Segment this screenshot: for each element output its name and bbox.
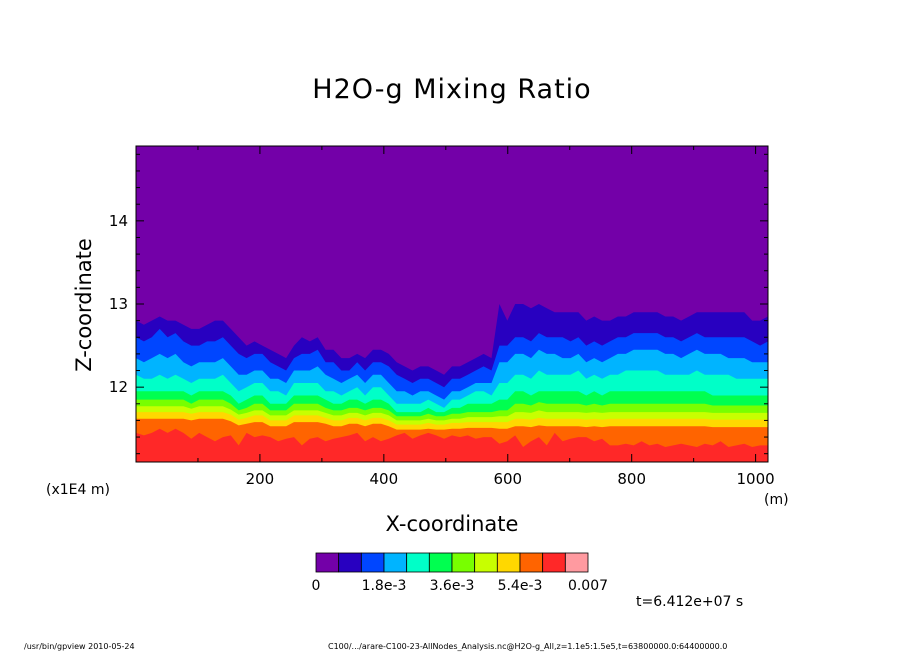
x-axis-label: X-coordinate [385, 512, 519, 536]
x-tick-label: 200 [246, 470, 275, 488]
colorbar-swatch [451, 552, 476, 573]
colorbar-label: 3.6e-3 [430, 578, 475, 594]
x-tick-label: 600 [493, 470, 522, 488]
chart-title: H2O-g Mixing Ratio [312, 74, 592, 105]
x-axis-unit: (m) [764, 492, 789, 508]
colorbar-label: 0.007 [568, 578, 608, 594]
colorbar-swatch [474, 552, 498, 573]
colorbar-swatch [428, 552, 453, 573]
y-axis-unit: (x1E4 m) [46, 482, 110, 498]
footer-data-source: C100/.../arare-C100-23-AllNodes_Analysis… [328, 642, 728, 651]
colorbar-swatch [564, 552, 589, 573]
y-axis-label: Z-coordinate [72, 238, 96, 372]
colorbar-swatch [315, 552, 340, 573]
colorbar-swatch [542, 552, 566, 573]
footer-program-date: /usr/bin/gpview 2010-05-24 [24, 642, 135, 651]
colorbar: 0 1.8e-3 3.6e-3 5.4e-3 0.007 [312, 552, 608, 594]
y-tick-label: 13 [109, 295, 128, 313]
colorbar-label: 0 [312, 578, 321, 594]
contour-band-10 [136, 428, 768, 462]
colorbar-swatch [496, 552, 521, 573]
plot-area [136, 146, 768, 462]
y-tick-label: 12 [109, 378, 128, 396]
colorbar-swatch [519, 552, 544, 573]
colorbar-swatch [338, 552, 362, 573]
axes: 200 400 600 800 1000 12 13 14 [109, 145, 775, 488]
colorbar-label: 5.4e-3 [498, 578, 543, 594]
colorbar-swatch [360, 552, 385, 573]
x-tick-label: 800 [617, 470, 646, 488]
colorbar-label: 1.8e-3 [362, 578, 407, 594]
x-tick-label: 1000 [737, 470, 775, 488]
y-tick-label: 14 [109, 212, 128, 230]
x-tick-label: 400 [370, 470, 399, 488]
colorbar-swatch [383, 552, 408, 573]
time-label: t=6.412e+07 s [636, 594, 744, 610]
colorbar-swatch [406, 552, 430, 573]
